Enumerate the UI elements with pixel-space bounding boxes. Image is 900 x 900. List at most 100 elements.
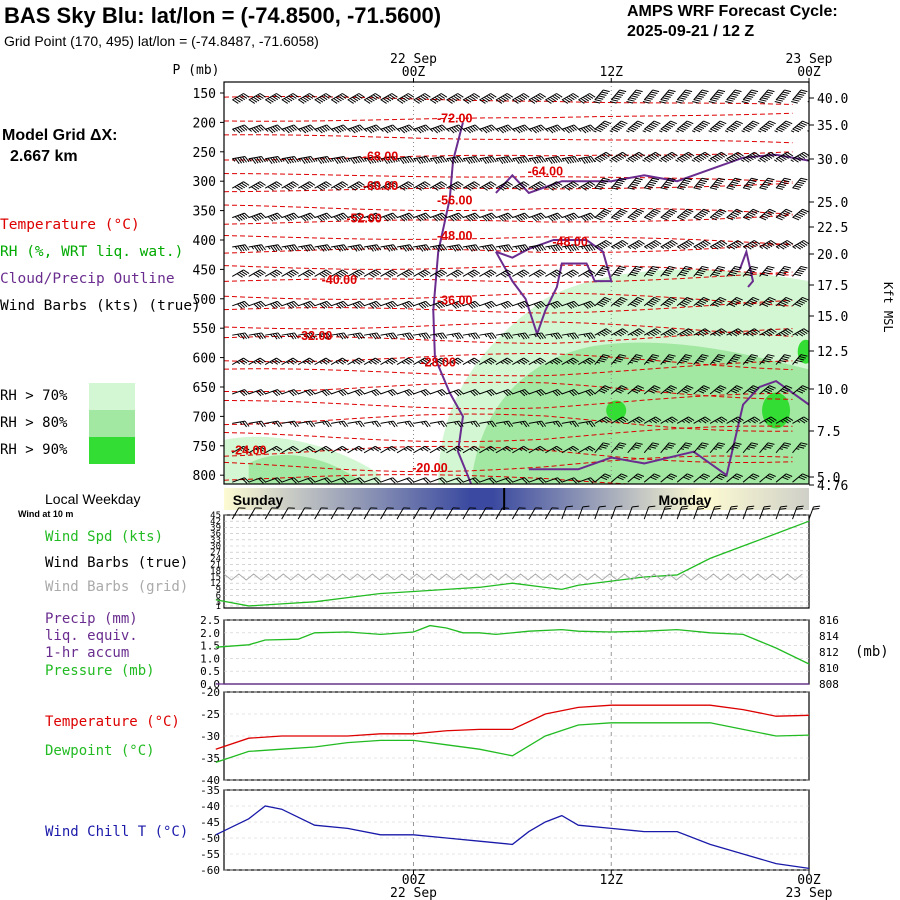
- wind-barb: [495, 212, 514, 222]
- wind-barb: [658, 120, 678, 133]
- wind-barb: [462, 212, 481, 222]
- legend-precip: Precip (mm): [45, 611, 138, 627]
- wind-barb: [693, 354, 709, 365]
- wind-barb: [446, 389, 464, 397]
- wind-barb: [578, 156, 596, 164]
- wind-barb: [726, 208, 743, 221]
- wind-barb: [297, 300, 316, 309]
- wind-barb: [676, 416, 695, 424]
- wind-barb: [248, 477, 267, 484]
- model-grid-value: 2.667 km: [10, 148, 78, 165]
- wind-barb: [446, 244, 464, 252]
- wind-barb: [676, 354, 693, 365]
- wind-barb: [676, 442, 693, 454]
- wind-barb: [808, 442, 809, 454]
- wind-barb: [627, 385, 645, 395]
- wind-barb: [298, 332, 316, 340]
- pressure-tick-label: 400: [193, 234, 216, 249]
- wind-barb: [578, 300, 596, 309]
- wind-barb: [396, 269, 415, 278]
- wind-barb: [741, 89, 759, 104]
- wind-barb: [396, 212, 415, 222]
- wind-barb: [380, 156, 398, 164]
- kft-tick-label: 15.0: [817, 310, 848, 325]
- kft-tick-label: 40.0: [817, 92, 848, 107]
- wind-barb: [512, 93, 530, 104]
- wind-barb: [413, 420, 431, 428]
- temperature-contour-label: -56.00: [437, 194, 472, 208]
- wind-barb: [396, 332, 415, 340]
- wind-barb: [462, 269, 481, 278]
- wind-barb: [363, 269, 382, 278]
- wind-barb: [643, 416, 662, 424]
- wind-barb: [741, 120, 760, 133]
- wind-speed-tick-label: 12: [210, 579, 221, 589]
- wind-barb: [298, 420, 316, 428]
- bottom-time-label: 12Z: [600, 873, 624, 888]
- temperature-contour-label: -52.00: [346, 211, 381, 225]
- wind-barb: [774, 89, 792, 104]
- wind-barb: [297, 445, 316, 454]
- wind-barb: [347, 389, 366, 397]
- wind-barb: [298, 244, 316, 252]
- wind-barb: [380, 93, 398, 104]
- wind-barb: [660, 265, 676, 277]
- wind-barb: [396, 156, 415, 164]
- wind-speed-tick-label: 1: [216, 602, 221, 612]
- wind-barb: [231, 93, 250, 104]
- pressure-tick-label: 250: [193, 146, 216, 161]
- legend-wind-speed: Wind Spd (kts): [45, 529, 164, 545]
- wind-barb: [462, 477, 481, 484]
- wind-barb: [281, 93, 299, 104]
- rh-90-core-upper: [797, 339, 809, 364]
- temperature-contour: [224, 321, 793, 337]
- wind-barb: [314, 269, 332, 278]
- wind-barb: [561, 124, 580, 134]
- pressure-tick-label: 650: [193, 381, 216, 396]
- wind-barb: [297, 212, 316, 222]
- page-title: BAS Sky Blu: lat/lon = (-74.8500, -71.56…: [4, 3, 442, 28]
- legend-precip-liq: liq. equiv.: [45, 628, 138, 644]
- surface-wind-barb: [429, 507, 444, 520]
- wind-barb: [512, 420, 530, 428]
- wind-speed-tick-label: 18: [210, 567, 221, 577]
- wind-barb: [675, 120, 694, 133]
- wind-barb: [363, 420, 382, 428]
- wind-barb: [660, 328, 678, 337]
- pressure-tick-label: 814: [819, 630, 839, 643]
- kft-tick-label: 30.0: [817, 153, 848, 168]
- wind-barb: [691, 120, 710, 133]
- wind-barb: [512, 445, 530, 454]
- wind-barb: [446, 477, 464, 484]
- wind-barb: [429, 124, 448, 134]
- wind-barb: [479, 181, 497, 191]
- wind-barb: [528, 477, 547, 484]
- wind-barb: [708, 120, 727, 133]
- wind-barb: [643, 354, 660, 365]
- wind-barb: [726, 177, 742, 190]
- wind-barb: [528, 389, 547, 397]
- wind-barb: [265, 156, 283, 164]
- wind-barb: [709, 240, 728, 250]
- wind-barb: [792, 442, 808, 454]
- wind-barb: [578, 357, 596, 366]
- wind-barb: [610, 385, 628, 395]
- wind-barb: [512, 124, 530, 134]
- wind-barb: [676, 240, 695, 250]
- model-grid-label: Model Grid ΔX:: [2, 127, 118, 144]
- temperature-contour: [224, 235, 793, 246]
- legend-rh: RH (%, WRT liq. wat.): [0, 244, 184, 260]
- temperature-contour: [224, 392, 793, 410]
- wind-barb: [808, 297, 809, 307]
- wind-barb: [561, 300, 580, 309]
- wind-barb: [396, 389, 415, 397]
- wind-barb: [660, 296, 678, 307]
- wind-barb: [413, 181, 431, 191]
- kft-tick-label: 22.5: [817, 221, 848, 236]
- wind-barb: [724, 151, 744, 163]
- wind-barb: [479, 212, 497, 222]
- wind-barb: [659, 89, 676, 104]
- wind-barb: [627, 354, 643, 365]
- wind-barb: [330, 477, 349, 484]
- wind-barb: [676, 177, 693, 190]
